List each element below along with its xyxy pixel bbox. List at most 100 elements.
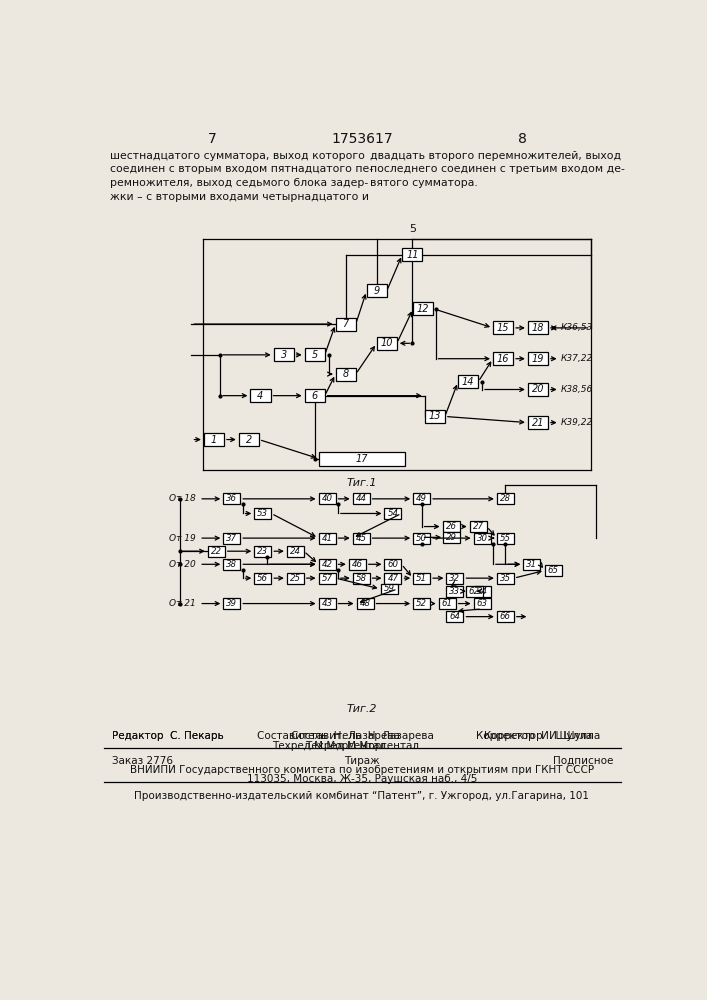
Bar <box>497 573 514 584</box>
Text: 42: 42 <box>322 560 332 569</box>
Bar <box>528 352 548 365</box>
Text: Редактор  С. Пекарь: Редактор С. Пекарь <box>112 731 223 741</box>
Bar <box>528 321 548 334</box>
Bar <box>402 248 422 261</box>
Bar <box>528 383 548 396</box>
Text: 37: 37 <box>226 534 238 543</box>
Bar <box>446 611 464 622</box>
Text: 39: 39 <box>226 599 238 608</box>
Text: Техред М.Моргентал: Техред М.Моргентал <box>305 741 419 751</box>
Text: Корректор  И. Шулла: Корректор И. Шулла <box>476 731 592 741</box>
Text: 21: 21 <box>532 418 544 428</box>
Bar <box>493 321 513 334</box>
Bar <box>319 533 336 544</box>
Text: 8: 8 <box>518 132 527 146</box>
Text: 62: 62 <box>469 587 480 596</box>
Text: 35: 35 <box>500 574 511 583</box>
Text: 27: 27 <box>473 522 484 531</box>
Bar <box>255 546 271 557</box>
Text: 113035, Москва, Ж-35, Раушская наб., 4/5: 113035, Москва, Ж-35, Раушская наб., 4/5 <box>247 774 477 784</box>
Bar <box>425 410 445 423</box>
Text: 1: 1 <box>211 435 217 445</box>
Text: 9: 9 <box>373 286 380 296</box>
Text: Редактор  С. Пекарь: Редактор С. Пекарь <box>112 731 223 741</box>
Bar <box>353 573 370 584</box>
Text: 29: 29 <box>445 533 457 542</box>
Text: 8: 8 <box>343 369 349 379</box>
Text: 60: 60 <box>387 560 399 569</box>
Text: Τиг.1: Τиг.1 <box>346 478 378 488</box>
Text: От 19: От 19 <box>168 534 195 543</box>
Bar <box>336 318 356 331</box>
Text: Редактор  С. Пекарь: Редактор С. Пекарь <box>112 741 223 751</box>
Bar <box>223 533 240 544</box>
Bar <box>497 611 514 622</box>
Bar <box>385 508 402 519</box>
Bar <box>305 389 325 402</box>
Bar <box>497 493 514 504</box>
Bar <box>413 598 430 609</box>
Text: 57: 57 <box>322 574 332 583</box>
Bar <box>385 573 402 584</box>
Text: 52: 52 <box>416 599 427 608</box>
Text: К39,22: К39,22 <box>561 418 593 427</box>
Text: 14: 14 <box>462 377 474 387</box>
Bar <box>474 598 491 609</box>
Bar <box>287 546 304 557</box>
Bar <box>223 598 240 609</box>
Bar <box>458 375 478 388</box>
Bar <box>353 533 370 544</box>
Bar <box>353 493 370 504</box>
Bar <box>413 302 433 315</box>
Bar <box>443 532 460 543</box>
Bar <box>438 598 456 609</box>
Bar <box>208 546 225 557</box>
Text: 53: 53 <box>257 509 268 518</box>
Bar <box>493 352 513 365</box>
Bar <box>497 533 514 544</box>
Text: 54: 54 <box>387 509 399 518</box>
Bar <box>446 586 464 597</box>
Text: 25: 25 <box>290 574 300 583</box>
Text: 38: 38 <box>226 560 238 569</box>
Text: Составитель  Н. Лазарева: Составитель Н. Лазарева <box>291 731 433 741</box>
Text: К37,22: К37,22 <box>561 354 593 363</box>
Bar <box>319 559 336 570</box>
Text: 43: 43 <box>322 599 332 608</box>
Text: Подписное: Подписное <box>554 756 614 766</box>
Text: 51: 51 <box>416 574 427 583</box>
Text: 4: 4 <box>257 391 264 401</box>
Text: 65: 65 <box>548 566 559 575</box>
Bar <box>377 337 397 350</box>
Text: 50: 50 <box>416 534 427 543</box>
Text: 15: 15 <box>497 323 509 333</box>
Text: Производственно-издательский комбинат “Патент”, г. Ужгород, ул.Гагарина, 101: Производственно-издательский комбинат “П… <box>134 791 590 801</box>
Text: Τиг.2: Τиг.2 <box>346 704 378 714</box>
Text: 16: 16 <box>497 354 509 364</box>
Bar <box>413 493 430 504</box>
Bar <box>223 559 240 570</box>
Text: Заказ 2776: Заказ 2776 <box>112 756 173 766</box>
Bar <box>223 493 240 504</box>
Text: 41: 41 <box>322 534 332 543</box>
Bar <box>319 598 336 609</box>
Text: 7: 7 <box>208 132 217 146</box>
Bar <box>250 389 271 402</box>
Text: 5: 5 <box>409 224 416 234</box>
Text: От 21: От 21 <box>168 599 195 608</box>
Text: 28: 28 <box>500 494 511 503</box>
Text: 66: 66 <box>500 612 511 621</box>
Bar <box>523 559 540 570</box>
Text: 12: 12 <box>417 304 429 314</box>
Bar <box>319 493 336 504</box>
Bar <box>385 559 402 570</box>
Text: 63: 63 <box>477 599 488 608</box>
Text: Тираж: Тираж <box>344 756 380 766</box>
Bar <box>545 565 562 576</box>
Text: 48: 48 <box>360 599 370 608</box>
Text: К38,56: К38,56 <box>561 385 593 394</box>
Text: 56: 56 <box>257 574 268 583</box>
Text: 10: 10 <box>380 338 393 348</box>
Text: 18: 18 <box>532 323 544 333</box>
Bar <box>255 573 271 584</box>
